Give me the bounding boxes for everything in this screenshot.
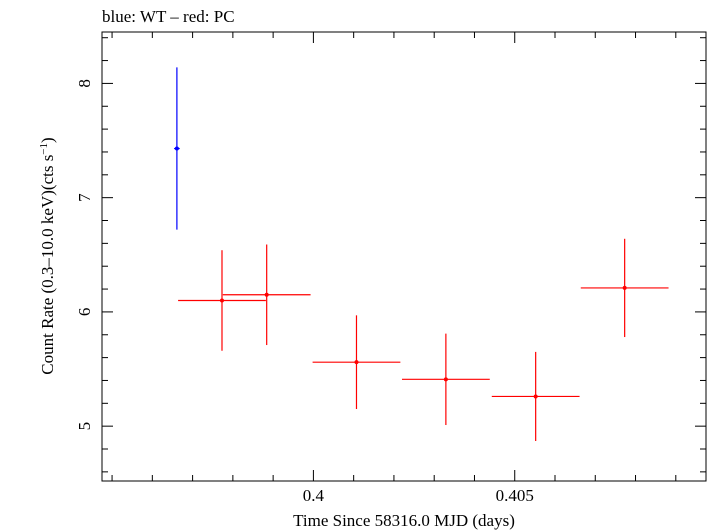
wt-point-marker — [174, 146, 179, 151]
y-tick-label: 6 — [75, 308, 94, 317]
y-tick-label: 7 — [75, 193, 94, 202]
pc-data-point — [222, 244, 311, 346]
wt-data-point — [174, 67, 180, 230]
y-tick-label: 8 — [75, 79, 94, 88]
chart-title: blue: WT – red: PC — [102, 7, 235, 26]
y-axis-label-exponent: −1 — [38, 143, 50, 155]
y-tick-label: 5 — [75, 422, 94, 431]
pc-point-marker — [219, 298, 224, 303]
pc-data-point — [491, 351, 580, 442]
pc-data-point — [312, 315, 401, 410]
pc-point-marker — [533, 394, 538, 399]
pc-point-marker — [354, 360, 359, 365]
y-axis-label: Count Rate (0.3–10.0 keV)(cts s−1) — [38, 137, 57, 374]
axis-ticks — [102, 32, 706, 481]
plot-frame — [101, 31, 707, 482]
x-axis-label: Time Since 58316.0 MJD (days) — [293, 511, 515, 530]
pc-point-marker — [622, 285, 627, 290]
data-marks — [174, 67, 669, 442]
x-tick-label: 0.4 — [303, 486, 325, 505]
x-tick-label: 0.405 — [496, 486, 534, 505]
pc-data-point — [580, 238, 669, 338]
pc-point-marker — [264, 292, 269, 297]
pc-data-point — [178, 250, 266, 351]
pc-data-point — [401, 333, 490, 426]
y-axis-label-main: Count Rate (0.3–10.0 keV)(cts s — [38, 155, 57, 375]
axis-tick-labels: 0.4 0.405 5 6 7 8 — [75, 79, 534, 505]
y-axis-label-close: ) — [38, 137, 57, 143]
pc-point-marker — [443, 377, 448, 382]
